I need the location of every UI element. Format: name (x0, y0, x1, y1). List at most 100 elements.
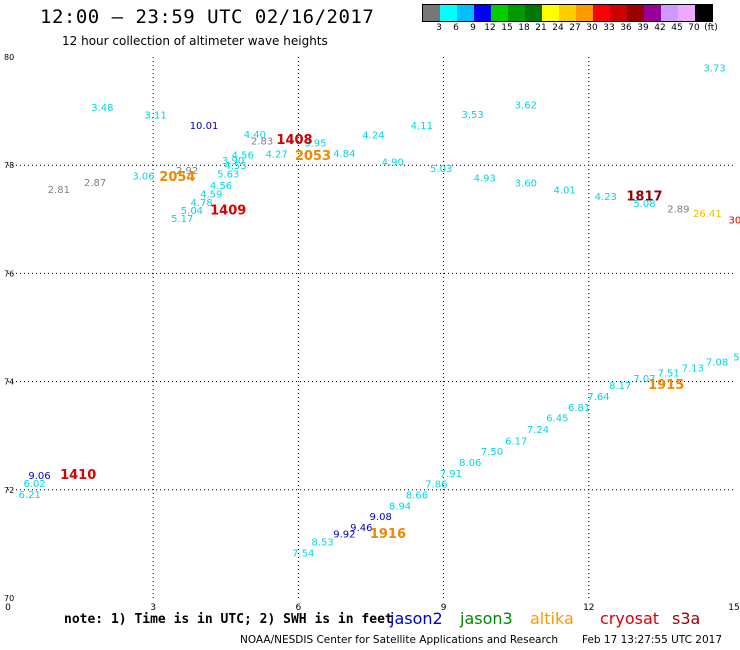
wave-height-label: 2.81 (48, 185, 70, 196)
color-swatch (440, 5, 457, 21)
wave-height-label: 8.94 (389, 501, 411, 512)
wave-height-label: 6.45 (546, 414, 568, 425)
wave-height-label: 4.59 (200, 190, 222, 201)
satellite-label-cryosat: cryosat (600, 609, 660, 628)
wave-height-label: 7.08 (706, 357, 728, 368)
y-tick-label: 80 (4, 53, 14, 62)
wave-height-label: 3.60 (515, 178, 537, 189)
satellite-label-s3a: s3a (672, 609, 701, 628)
color-scale-label: (ft) (704, 23, 718, 33)
satellite-label-altika: altika (530, 609, 574, 628)
color-scale-label: 36 (620, 23, 632, 33)
wave-height-label: 9.46 (350, 523, 372, 534)
wave-height-label: 4.90 (382, 158, 404, 169)
wave-height-label: 8.66 (406, 490, 428, 501)
color-swatch (457, 5, 474, 21)
wave-height-label: 4.01 (553, 185, 575, 196)
color-swatch (542, 5, 559, 21)
color-swatch (610, 5, 627, 21)
x-tick-label: 6 (296, 603, 302, 613)
map-title: 12:00 – 23:59 UTC 02/16/2017 (40, 6, 375, 28)
wave-height-label: 4.24 (362, 131, 384, 142)
wave-height-label: 4.93 (474, 173, 496, 184)
wave-height-label: 2.83 (251, 137, 273, 148)
wave-height-label: 3.48 (91, 103, 113, 114)
wave-height-label: 7.91 (440, 469, 462, 480)
color-scale-label: 18 (518, 23, 530, 33)
footer-note: note: 1) Time is in UTC; 2) SWH is in fe… (64, 612, 393, 627)
color-scale-label: 21 (535, 23, 547, 33)
wave-height-label: 3.53 (462, 110, 484, 121)
wave-height-label: 7.51 (658, 369, 680, 380)
wave-height-label: 5.08 (633, 199, 655, 210)
wave-height-label: 9.06 (28, 471, 50, 482)
wave-height-label: 10.01 (190, 121, 219, 132)
color-swatch (508, 5, 525, 21)
wave-height-label: 3.06 (132, 171, 154, 182)
wave-height-label: 3.95 (304, 138, 326, 149)
color-scale-label: 9 (470, 23, 476, 33)
pass-time-label: 1817 (626, 189, 662, 204)
wave-height-label: 4.53 (224, 161, 246, 172)
wave-height-label: 3.90 (222, 156, 244, 167)
y-tick-label: 74 (4, 378, 14, 387)
wave-height-label: 7.13 (682, 363, 704, 374)
y-tick-label: 70 (4, 594, 14, 603)
color-swatch (678, 5, 695, 21)
x-tick-label: 3 (150, 603, 156, 613)
wave-height-label: 4.56 (232, 151, 254, 162)
map-subtitle: 12 hour collection of altimeter wave hei… (62, 34, 328, 48)
color-swatch (559, 5, 576, 21)
color-swatch (644, 5, 661, 21)
x-tick-label: 0 (5, 603, 11, 613)
wave-height-label: 7.50 (481, 447, 503, 458)
wave-height-label: 9.08 (370, 512, 392, 523)
wave-height-label: 6.02 (23, 479, 45, 490)
satellite-label-jason3: jason3 (460, 609, 513, 628)
y-tick-label: 78 (4, 161, 14, 170)
wave-height-label: 8.17 (609, 381, 631, 392)
color-swatch (661, 5, 678, 21)
wave-height-label: 3.62 (515, 100, 537, 111)
wave-height-label: 7.07 (633, 374, 655, 385)
wave-height-label: 4.23 (595, 192, 617, 203)
wave-height-label: 2.87 (84, 178, 106, 189)
color-scale-label: 39 (637, 23, 649, 33)
color-scale-label: 15 (501, 23, 513, 33)
wave-height-label: 5.03 (430, 164, 452, 175)
wave-height-label: 3.73 (704, 64, 726, 75)
color-swatch (474, 5, 491, 21)
wave-height-label: 6.21 (19, 490, 41, 501)
x-tick-label: 12 (583, 603, 594, 613)
wave-height-label: 4.56 (210, 181, 232, 192)
color-swatch (576, 5, 593, 21)
color-swatch (525, 5, 542, 21)
wave-height-label: 7.86 (425, 480, 447, 491)
color-scale-bar (422, 4, 713, 22)
pass-time-label: 1916 (370, 527, 406, 542)
color-scale-label: 24 (552, 23, 564, 33)
pass-time-label: 2053 (295, 149, 331, 164)
color-scale-label: 6 (453, 23, 459, 33)
pass-time-label: 1915 (648, 378, 684, 393)
wave-height-label: 3.11 (144, 111, 166, 122)
color-swatch (423, 5, 440, 21)
wave-height-label: 2.92 (176, 166, 198, 177)
pass-time-label: 1409 (210, 203, 246, 218)
color-scale-label: 27 (569, 23, 581, 33)
wave-height-label: 8.06 (459, 458, 481, 469)
wave-height-label: 5.63 (217, 170, 239, 181)
wave-height-label: 6.17 (505, 436, 527, 447)
satellite-label-jason2: jason2 (390, 609, 443, 628)
wave-height-label: 5 (733, 353, 739, 364)
color-swatch (491, 5, 508, 21)
y-tick-label: 72 (4, 486, 14, 495)
wave-height-label: 7.24 (527, 425, 549, 436)
y-tick-label: 76 (4, 269, 14, 278)
wave-height-label: 7.54 (292, 548, 314, 559)
wave-height-label: 4.84 (333, 149, 355, 160)
color-swatch (593, 5, 610, 21)
wave-height-label: 4.11 (411, 121, 433, 132)
color-scale-label: 42 (654, 23, 666, 33)
